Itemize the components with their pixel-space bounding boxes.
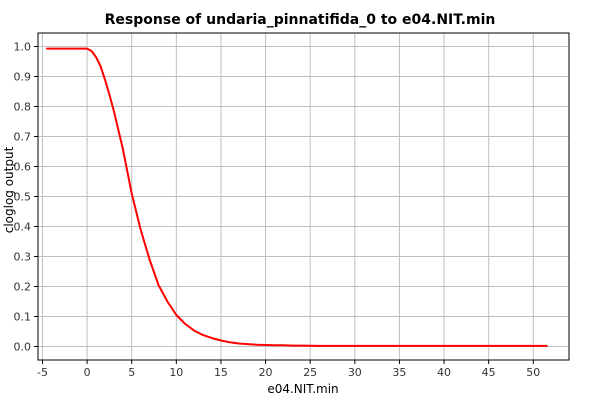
- y-tick-label: 0.1: [14, 311, 32, 324]
- x-tick-label: 5: [128, 366, 135, 379]
- x-tick-label: 45: [482, 366, 496, 379]
- y-tick-label: 0.4: [14, 221, 32, 234]
- y-tick-label: 0.8: [14, 101, 32, 114]
- y-tick-label: 0.0: [14, 341, 32, 354]
- x-tick-label: 30: [348, 366, 362, 379]
- x-tick-label: 50: [526, 366, 540, 379]
- x-tick-label: 15: [214, 366, 228, 379]
- x-tick-label: 10: [169, 366, 183, 379]
- y-tick-label: 0.9: [14, 71, 32, 84]
- y-tick-label: 0.2: [14, 281, 32, 294]
- y-tick-label: 0.3: [14, 251, 32, 264]
- y-tick-label: 0.5: [14, 191, 32, 204]
- x-tick-label: 40: [437, 366, 451, 379]
- x-tick-label: 0: [84, 366, 91, 379]
- x-tick-label: 20: [259, 366, 273, 379]
- ticks: -5 0 5 10 15 20 25 30 35 40 45 50 0.0 0.1 0.2 0.3 0.4 0.5…: [14, 41, 541, 380]
- y-tick-label: 0.7: [14, 131, 32, 144]
- series-layer: [45, 47, 548, 347]
- x-tick-label: 35: [392, 366, 406, 379]
- x-axis-label: e04.NIT.min: [267, 382, 338, 396]
- response-curve-line: [45, 47, 548, 347]
- x-tick-label: -5: [37, 366, 48, 379]
- x-tick-label: 25: [303, 366, 317, 379]
- y-axis-label: cloglog output: [2, 146, 16, 233]
- y-tick-label: 0.6: [14, 161, 32, 174]
- chart-title: Response of undaria_pinnatifida_0 to e04…: [105, 12, 496, 28]
- grid: [38, 33, 569, 360]
- y-tick-label: 1.0: [14, 41, 32, 54]
